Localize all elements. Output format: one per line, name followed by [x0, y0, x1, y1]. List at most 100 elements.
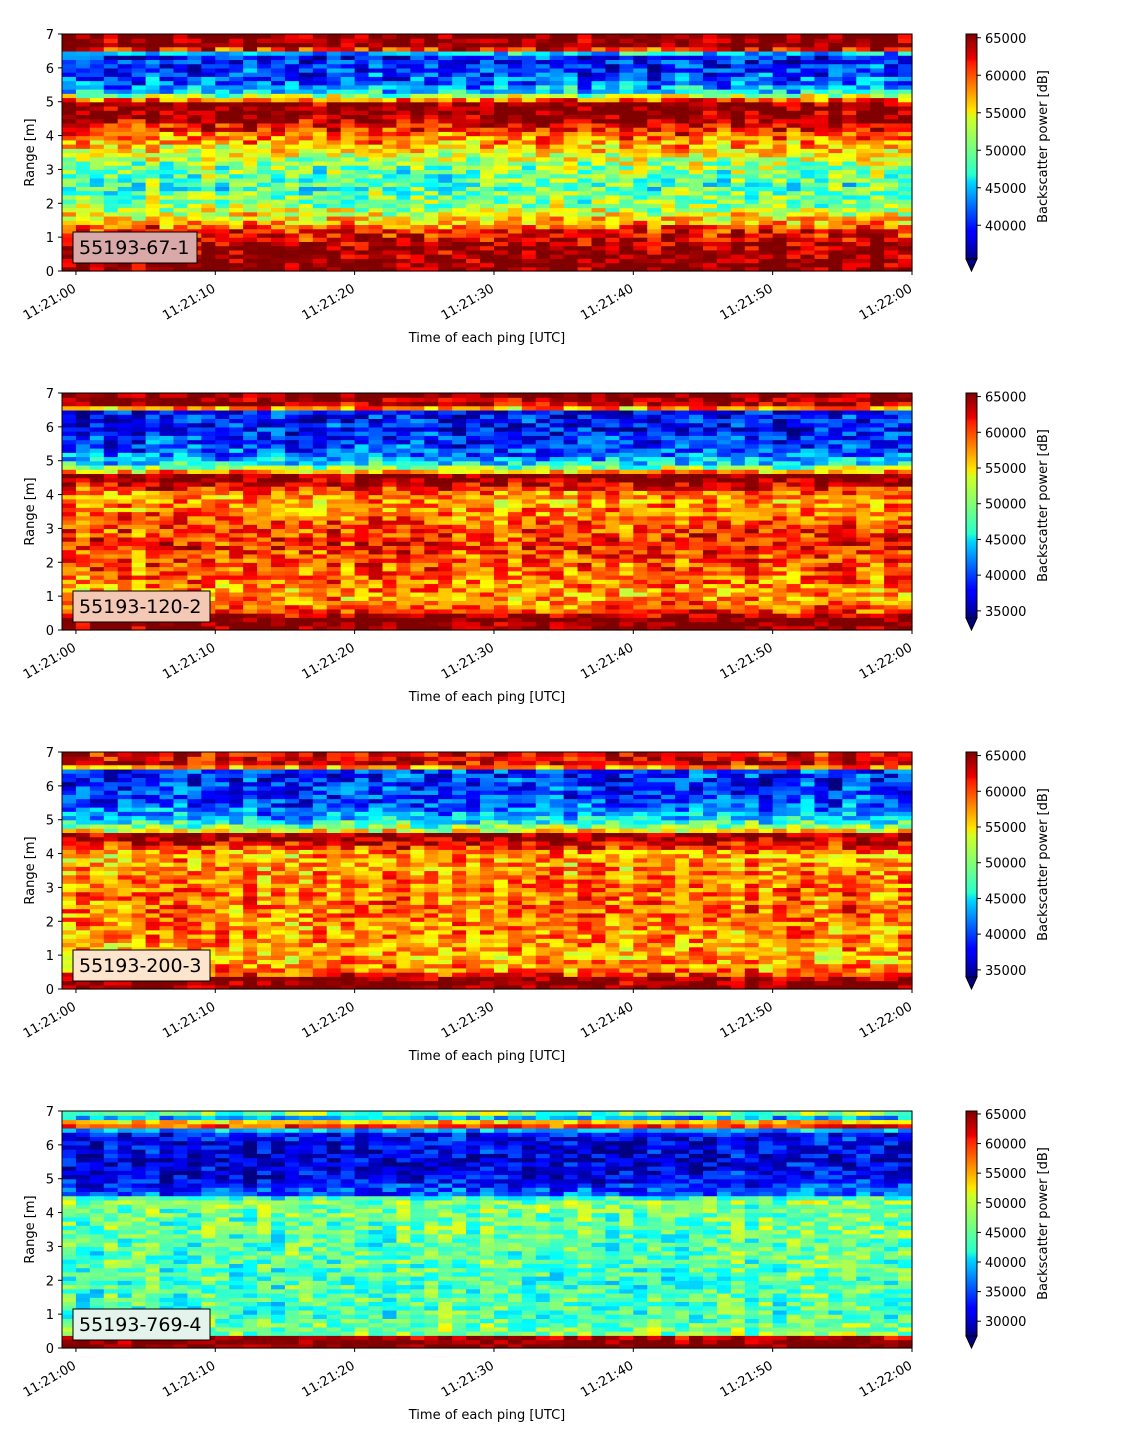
heatmap-cell: [201, 59, 216, 65]
heatmap-cell: [89, 165, 105, 171]
heatmap-cell: [521, 80, 537, 86]
heatmap-cell: [89, 414, 105, 419]
heatmap-cell: [229, 469, 244, 475]
heatmap-cell: [298, 583, 314, 589]
colorbar-tick-label: 65000: [985, 32, 1026, 47]
heatmap-cell: [716, 228, 732, 234]
heatmap-cell: [103, 507, 119, 513]
heatmap-cell: [619, 173, 634, 179]
heatmap-cell: [675, 46, 690, 52]
heatmap-cell: [480, 118, 495, 124]
heatmap-cell: [689, 63, 704, 69]
heatmap-cell: [62, 574, 77, 580]
heatmap-cell: [89, 574, 105, 580]
station-label-text: 55193-67-1: [79, 237, 189, 259]
heatmap-cell: [131, 34, 147, 39]
heatmap-cell: [870, 38, 885, 44]
heatmap-cell: [243, 118, 258, 124]
heatmap-cell: [758, 258, 774, 264]
heatmap-cell: [368, 558, 384, 563]
heatmap-cell: [605, 46, 620, 52]
heatmap-cell: [396, 536, 411, 542]
heatmap-cell: [257, 59, 272, 65]
heatmap-cell: [410, 473, 425, 479]
heatmap-cell: [661, 169, 676, 175]
heatmap-cell: [563, 50, 579, 56]
heatmap-cell: [466, 258, 481, 264]
heatmap-cell: [89, 127, 105, 132]
heatmap-cell: [159, 456, 175, 462]
heatmap-cell: [410, 135, 425, 141]
heatmap-cell: [159, 50, 175, 56]
heatmap-cell: [117, 211, 133, 217]
heatmap-cell: [396, 199, 411, 204]
heatmap-cell: [103, 89, 119, 94]
heatmap-cell: [480, 34, 495, 39]
heatmap-cell: [271, 144, 286, 149]
heatmap-cell: [493, 249, 509, 255]
heatmap-cell: [758, 211, 774, 217]
heatmap-cell: [257, 245, 272, 251]
heatmap-cell: [271, 89, 286, 94]
heatmap-cell: [284, 545, 300, 551]
heatmap-cell: [884, 241, 899, 247]
heatmap-cell: [521, 127, 537, 132]
heatmap-cell: [75, 409, 91, 415]
heatmap-cell: [884, 156, 899, 162]
heatmap-cell: [800, 139, 816, 145]
heatmap-cell: [229, 431, 244, 436]
heatmap-cell: [229, 579, 244, 585]
heatmap-cell: [62, 186, 77, 192]
heatmap-cell: [898, 76, 913, 82]
heatmap-cell: [744, 228, 760, 234]
heatmap-cell: [870, 135, 885, 141]
heatmap-cell: [284, 232, 300, 238]
heatmap-cell: [424, 511, 439, 517]
heatmap-cell: [772, 50, 788, 56]
heatmap-cell: [340, 443, 356, 449]
heatmap-cell: [62, 72, 77, 77]
heatmap-cell: [800, 160, 816, 166]
heatmap-cell: [271, 414, 286, 419]
heatmap-cell: [744, 194, 760, 200]
heatmap-cell: [257, 160, 272, 166]
heatmap-cell: [173, 84, 189, 90]
heatmap-cell: [159, 148, 175, 154]
heatmap-cell: [480, 232, 495, 238]
heatmap-cell: [480, 169, 495, 175]
heatmap-cell: [438, 215, 453, 221]
heatmap-cell: [257, 532, 272, 538]
heatmap-cell: [563, 156, 579, 162]
heatmap-cell: [159, 422, 175, 428]
heatmap-cell: [103, 422, 119, 428]
heatmap-cell: [312, 558, 328, 563]
heatmap-cell: [716, 220, 732, 226]
heatmap-cell: [326, 600, 342, 606]
heatmap-cell: [675, 207, 690, 213]
heatmap-cell: [271, 169, 286, 175]
heatmap-cell: [326, 186, 342, 192]
heatmap-cell: [257, 528, 272, 534]
heatmap-cell: [229, 169, 244, 175]
heatmap-cell: [884, 72, 899, 77]
heatmap-cell: [284, 148, 300, 154]
heatmap-cell: [521, 67, 537, 73]
heatmap-cell: [382, 422, 398, 428]
heatmap-cell: [117, 511, 133, 517]
heatmap-cell: [507, 199, 523, 204]
heatmap-cell: [884, 131, 899, 137]
heatmap-cell: [410, 34, 425, 39]
heatmap-cell: [229, 591, 244, 597]
heatmap-cell: [145, 532, 161, 538]
heatmap-cell: [884, 232, 899, 238]
heatmap-cell: [396, 67, 411, 73]
heatmap-cell: [563, 122, 579, 128]
heatmap-cell: [145, 42, 161, 48]
heatmap-cell: [187, 574, 202, 580]
heatmap-cell: [786, 186, 802, 192]
heatmap-cell: [117, 190, 133, 196]
heatmap-cell: [396, 528, 411, 534]
heatmap-cell: [884, 76, 899, 82]
heatmap-cell: [396, 194, 411, 200]
heatmap-cell: [480, 207, 495, 213]
